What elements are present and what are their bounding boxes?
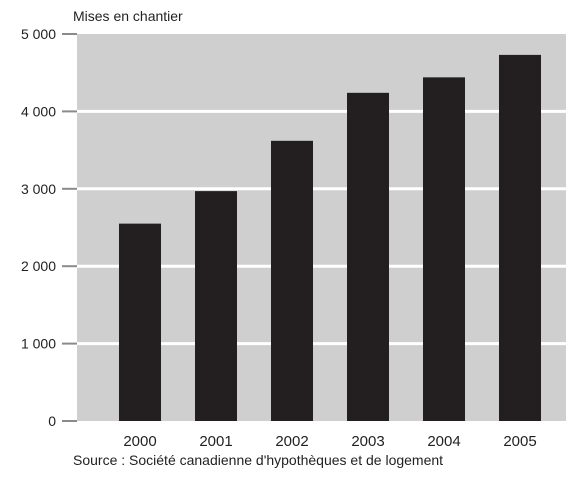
x-tick-label: 2004 — [427, 433, 460, 450]
y-tick-label: 2 000 — [21, 258, 56, 274]
x-tick-label: 2001 — [199, 433, 232, 450]
y-tick-label: 1 000 — [21, 336, 56, 352]
bar — [271, 140, 313, 421]
source-note: Source : Société canadienne d'hypothèque… — [73, 452, 444, 468]
x-tick-label: 2003 — [351, 433, 384, 450]
x-tick-label: 2005 — [503, 433, 536, 450]
bar — [347, 92, 389, 421]
y-tick-label: 4 000 — [21, 103, 56, 119]
x-axis-ticks: 2000 2001 2002 2003 2004 2005 — [123, 433, 536, 450]
bars — [119, 54, 541, 422]
bar — [499, 54, 541, 421]
y-axis-ticks: 0 1 000 2 000 3 000 4 000 5 000 — [21, 26, 77, 429]
bar — [423, 77, 465, 422]
bar — [195, 191, 237, 421]
y-axis-title: Mises en chantier — [73, 8, 183, 24]
x-tick-label: 2002 — [275, 433, 308, 450]
y-tick-label: 0 — [48, 413, 56, 429]
x-tick-label: 2000 — [123, 433, 156, 450]
y-tick-label: 5 000 — [21, 26, 56, 42]
y-tick-label: 3 000 — [21, 181, 56, 197]
bar — [119, 223, 161, 421]
